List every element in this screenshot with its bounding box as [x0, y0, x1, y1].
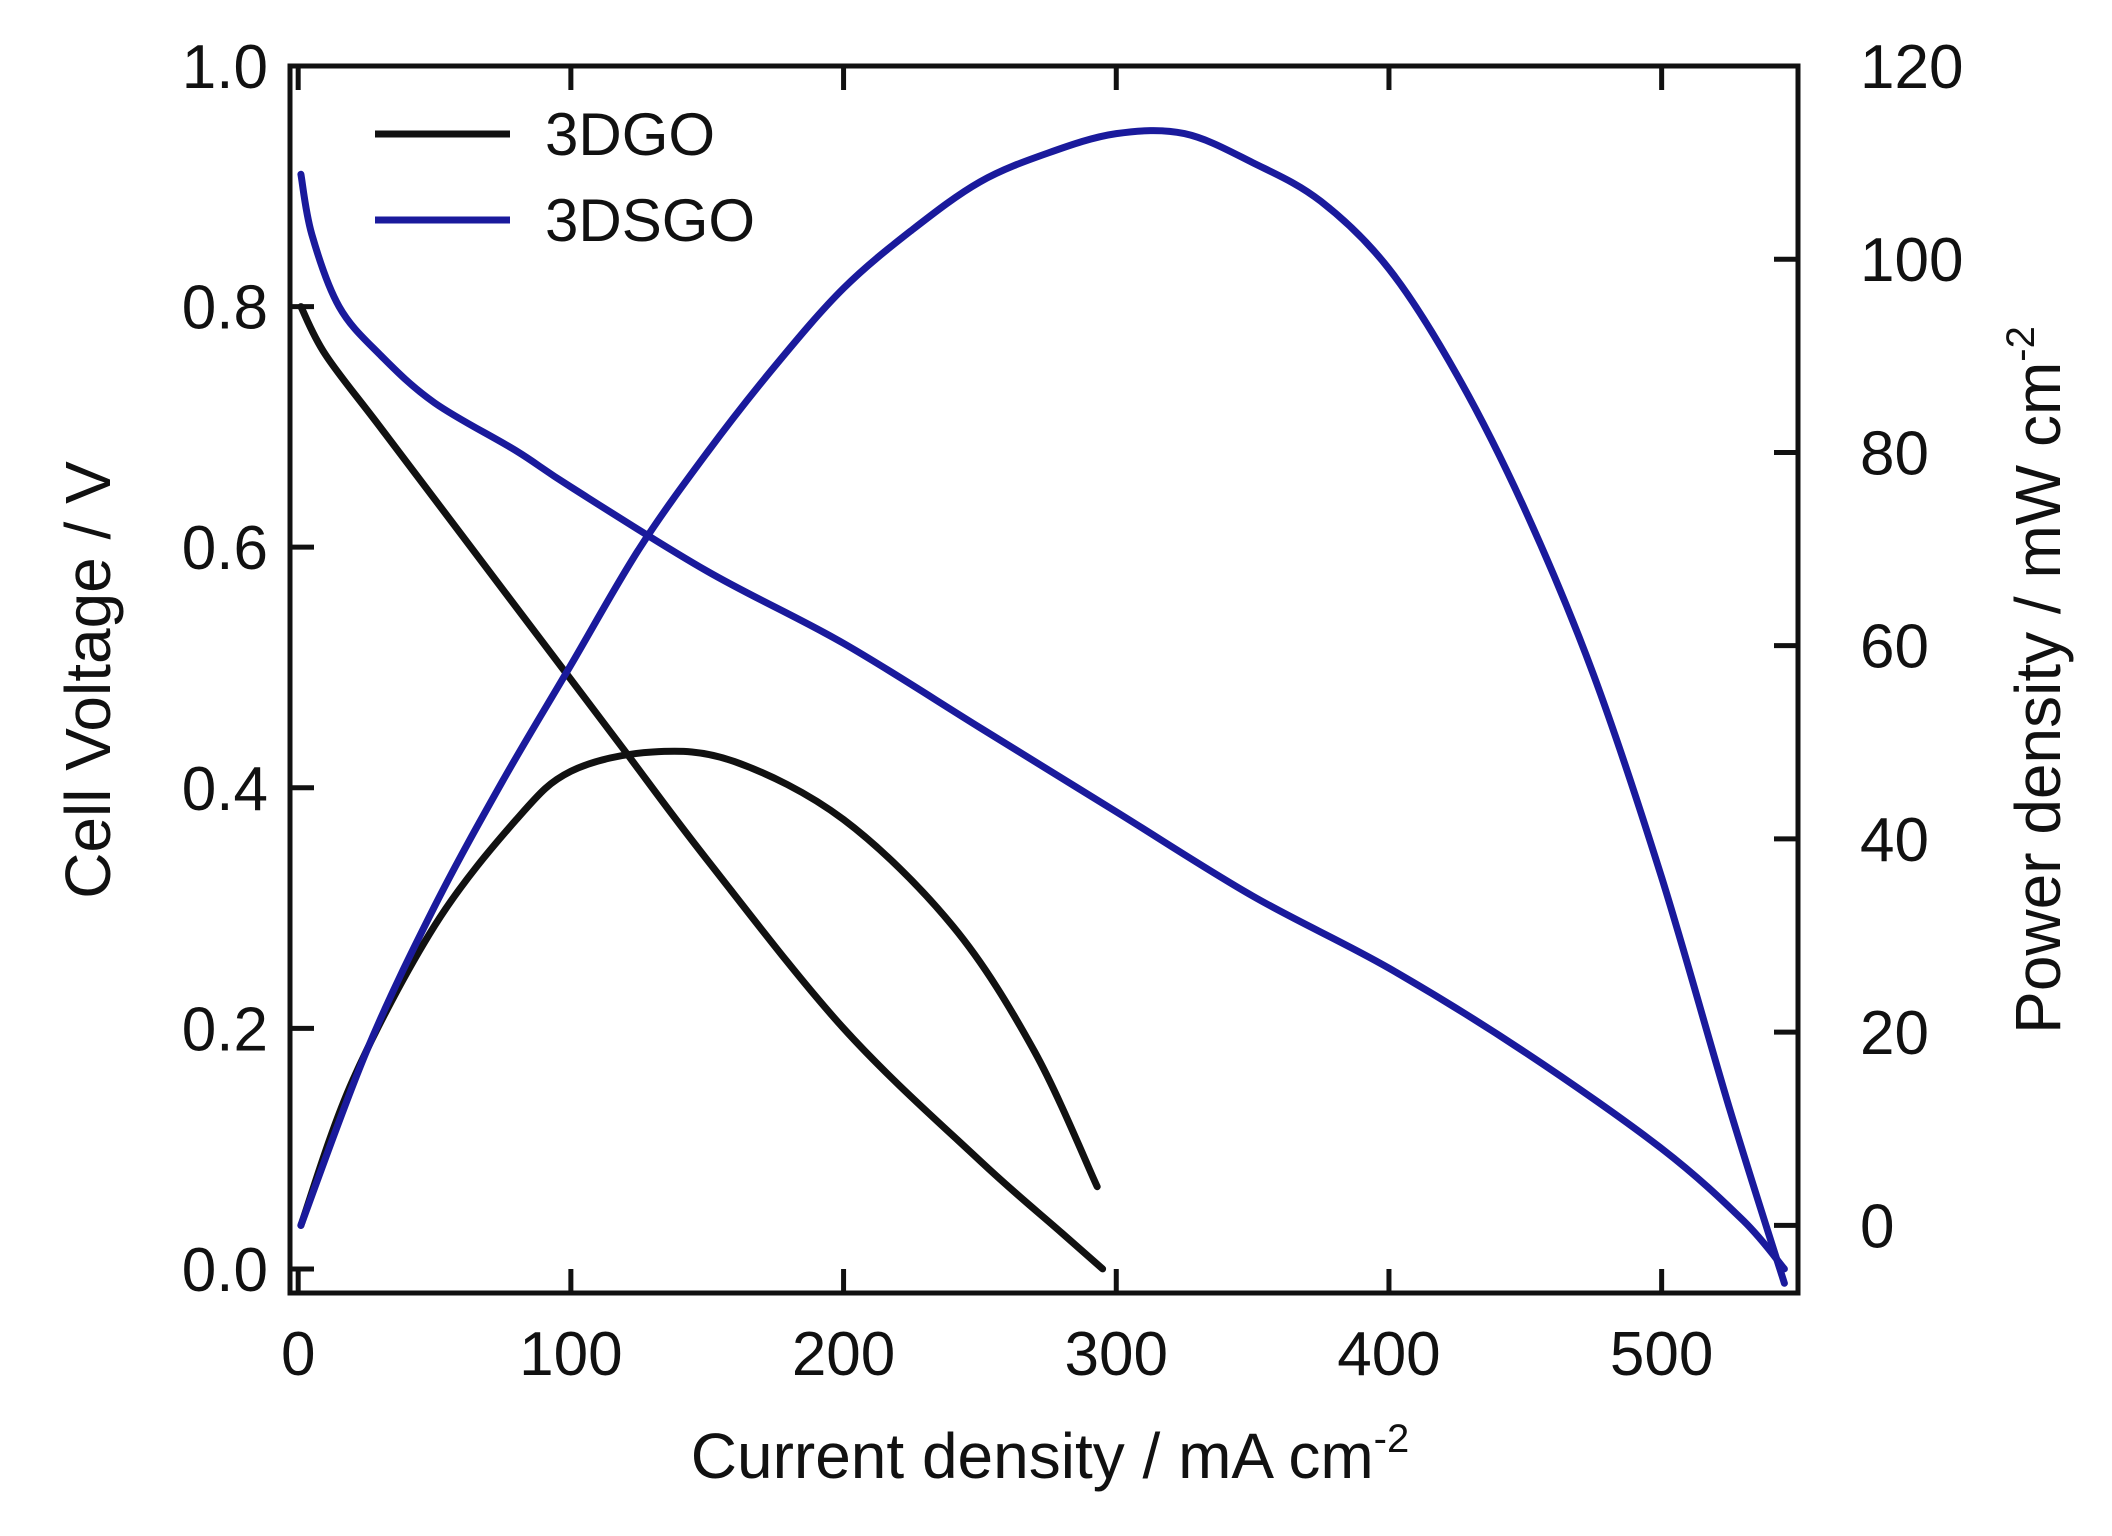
- legend-label-3dgo: 3DGO: [545, 101, 715, 168]
- right-y-axis-ticks: 0 20 40 60 80 100 120: [1774, 33, 1963, 1261]
- left-y-tick-label: 0.4: [182, 755, 268, 824]
- 3dgo-voltage-curve: [297, 303, 1107, 1273]
- legend-label-3dsgo: 3DSGO: [545, 187, 755, 254]
- right-y-tick-label: 60: [1860, 613, 1929, 682]
- right-y-tick-label: 40: [1860, 806, 1929, 875]
- left-y-tick-label: 0.6: [182, 514, 268, 583]
- left-y-tick-label: 0.2: [182, 995, 268, 1064]
- x-tick-label: 0: [281, 1320, 315, 1389]
- x-tick-label: 500: [1610, 1320, 1713, 1389]
- left-y-tick-label: 1.0: [182, 33, 268, 102]
- series-layer: [297, 127, 1788, 1287]
- x-axis-ticks: 0 100 200 300 400 500: [281, 66, 1713, 1389]
- x-tick-label: 200: [792, 1320, 895, 1389]
- 3dsgo-voltage-curve: [297, 170, 1788, 1273]
- right-y-tick-label: 0: [1860, 1192, 1894, 1261]
- right-y-axis-title: Power density / mW cm-2: [1999, 326, 2074, 1034]
- right-y-tick-label: 120: [1860, 33, 1963, 102]
- x-tick-label: 300: [1065, 1320, 1168, 1389]
- x-axis-title: Current density / mA cm-2: [691, 1417, 1409, 1492]
- left-y-tick-label: 0.8: [182, 274, 268, 343]
- 3dsgo-power-curve: [297, 127, 1788, 1287]
- left-y-tick-label: 0.0: [182, 1236, 268, 1305]
- left-y-axis-ticks: 0.0 0.2 0.4 0.6 0.8 1.0: [182, 33, 314, 1305]
- x-tick-label: 400: [1337, 1320, 1440, 1389]
- left-y-axis-title: Cell Voltage / V: [52, 461, 124, 899]
- right-y-tick-label: 100: [1860, 226, 1963, 295]
- plot-frame: [287, 63, 1801, 1296]
- x-tick-label: 100: [519, 1320, 622, 1389]
- right-y-tick-label: 20: [1860, 999, 1929, 1068]
- right-y-tick-label: 80: [1860, 419, 1929, 488]
- legend: 3DGO 3DSGO: [375, 101, 755, 254]
